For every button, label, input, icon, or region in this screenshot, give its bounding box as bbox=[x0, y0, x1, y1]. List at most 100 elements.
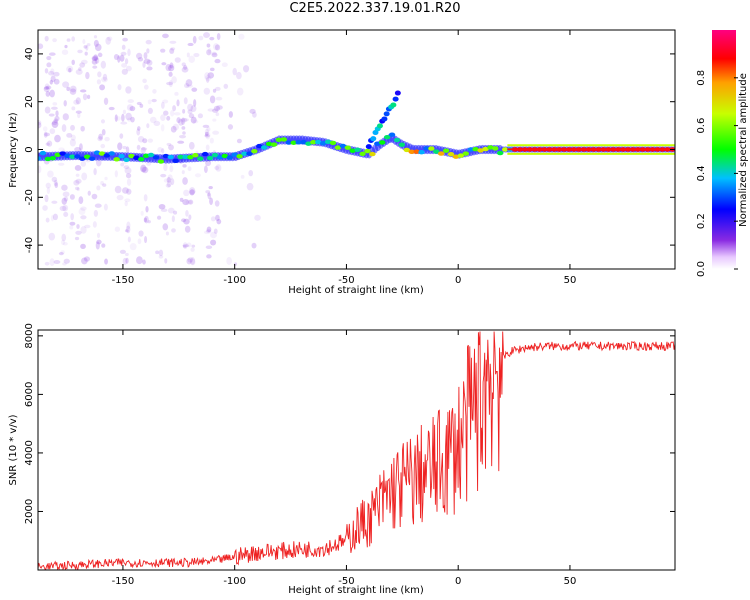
spectrogram-ridge-blob bbox=[108, 151, 115, 156]
spectrogram-speckle bbox=[103, 203, 108, 211]
spectrogram-speckle bbox=[63, 100, 67, 107]
spectrogram-speckle bbox=[66, 86, 71, 92]
spectrogram-speckle bbox=[61, 197, 67, 205]
spectrogram-speckle bbox=[124, 201, 128, 207]
spectrogram-speckle bbox=[94, 203, 102, 208]
spectrogram-ridge-blob bbox=[354, 147, 361, 152]
spectrogram-speckle bbox=[63, 196, 69, 202]
spectrogram-ridge-blob bbox=[334, 145, 342, 150]
spectrogram-speckle bbox=[80, 59, 88, 65]
spectrogram-speckle bbox=[170, 110, 175, 117]
spectrogram-speckle bbox=[203, 165, 208, 174]
spectrogram-speckle bbox=[213, 228, 218, 234]
spectrogram-speckle bbox=[182, 198, 190, 206]
x-tick-label: -150 bbox=[112, 576, 135, 587]
spectrogram-ridge-blob bbox=[393, 137, 401, 143]
spectrogram-speckle bbox=[46, 140, 53, 147]
spectrogram-speckle bbox=[43, 86, 49, 90]
spectrogram-speckle bbox=[147, 107, 153, 114]
spectrogram-speckle bbox=[74, 147, 82, 152]
spectrogram-speckle bbox=[145, 206, 149, 213]
spectrogram-speckle bbox=[58, 162, 65, 166]
spectrogram-speckle bbox=[53, 118, 59, 123]
spectrogram-speckle bbox=[129, 243, 137, 251]
spectrogram-speckle bbox=[166, 81, 174, 86]
spectrogram-speckle bbox=[182, 108, 186, 114]
spectrogram-ridge-blob bbox=[74, 154, 81, 159]
spectrogram-speckle bbox=[116, 194, 124, 201]
spectrogram-speckle bbox=[169, 40, 177, 44]
spectrogram-speckle bbox=[46, 62, 52, 68]
spectrogram-speckle bbox=[180, 117, 188, 123]
spectrogram-ridge-blob bbox=[64, 153, 71, 158]
spectrogram-speckle bbox=[155, 250, 160, 255]
spectrogram-speckle bbox=[215, 86, 221, 91]
spectrogram-speckle bbox=[212, 130, 220, 135]
spectrogram-speckle bbox=[104, 176, 108, 181]
spectrogram-speckle bbox=[147, 138, 154, 143]
spectrogram-speckle bbox=[156, 215, 162, 220]
spectrogram-speckle bbox=[160, 114, 166, 121]
colorbar-tick-label: 0.0 bbox=[696, 261, 707, 277]
spectrogram-speckle bbox=[48, 232, 56, 241]
spectrogram-speckle bbox=[61, 233, 67, 242]
spectrogram-speckle bbox=[227, 124, 234, 130]
spectrogram-speckle bbox=[212, 108, 219, 113]
spectrogram-speckle bbox=[85, 45, 89, 51]
spectrogram-speckle bbox=[126, 221, 131, 230]
spectrogram-speckle bbox=[80, 226, 87, 234]
spectrogram-ridge-blob bbox=[260, 145, 268, 150]
spectrogram-ridge-blob bbox=[418, 150, 425, 155]
spectrogram-speckle bbox=[187, 166, 192, 172]
spectrogram-speckle bbox=[121, 44, 126, 50]
spectrogram-speckle bbox=[51, 106, 58, 110]
spectrogram-speckle bbox=[205, 76, 210, 83]
spectrogram-speckle bbox=[210, 231, 217, 239]
spectrogram-speckle bbox=[38, 43, 44, 50]
spectrogram-speckle bbox=[97, 52, 103, 58]
spectrogram-speckle bbox=[186, 52, 190, 58]
colorbar-tick-label: 0.4 bbox=[696, 165, 707, 181]
spectrogram-speckle bbox=[216, 218, 222, 225]
y-tick-label: -20 bbox=[24, 189, 35, 205]
colorbar-label: Normalized spectral amplitude bbox=[738, 73, 749, 227]
spectrogram-speckle bbox=[204, 75, 212, 81]
spectrogram-speckle bbox=[205, 144, 210, 151]
spectrogram-speckle bbox=[180, 117, 186, 125]
spectrogram-speckle bbox=[71, 106, 76, 111]
snr-line-marks bbox=[38, 331, 675, 570]
spectrogram-speckle bbox=[91, 59, 98, 65]
spectrogram-ridge-blob bbox=[246, 151, 253, 156]
spectrogram-speckle bbox=[188, 214, 192, 221]
spectrogram-speckle bbox=[103, 97, 109, 106]
spectrogram-ridge-blob bbox=[270, 142, 278, 147]
spectrogram-speckle bbox=[214, 58, 221, 64]
spectrogram-speckle bbox=[203, 32, 211, 38]
spectrogram-speckle bbox=[205, 131, 211, 140]
spectrogram-speckle bbox=[216, 32, 221, 41]
spectrogram-ridge-blob bbox=[413, 149, 420, 154]
y-tick-label: 20 bbox=[24, 95, 35, 108]
spectrogram-speckle bbox=[179, 197, 184, 202]
spectrogram-speckle bbox=[190, 105, 197, 113]
spectrogram-speckle bbox=[214, 200, 220, 207]
spectrogram-speckle bbox=[66, 65, 74, 73]
spectrogram-speckle bbox=[249, 108, 256, 114]
spectrogram-speckle bbox=[96, 239, 102, 245]
spectrogram-ridge-blob bbox=[447, 151, 455, 157]
spectrogram-speckle bbox=[84, 224, 91, 229]
spectrogram-speckle bbox=[191, 87, 198, 92]
spectrogram-speckle bbox=[153, 120, 161, 126]
spectrogram-speckle bbox=[173, 112, 181, 116]
spectrogram-speckle bbox=[168, 80, 173, 88]
spectrogram-speckle bbox=[161, 62, 167, 66]
spectrogram-speckle bbox=[177, 140, 185, 144]
spectrogram-speckle bbox=[209, 36, 215, 41]
spectrogram-speckle bbox=[130, 116, 135, 123]
spectrogram-speckle bbox=[125, 86, 132, 94]
spectrogram-speckle bbox=[126, 188, 132, 195]
spectrogram-speckle bbox=[73, 99, 80, 105]
spectrogram-speckle bbox=[114, 226, 121, 232]
spectrogram-speckle bbox=[143, 194, 148, 202]
